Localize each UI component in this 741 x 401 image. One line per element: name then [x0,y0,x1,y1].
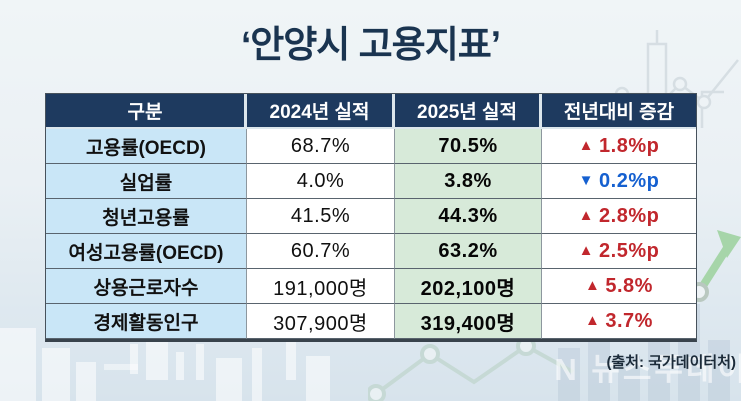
change-text: 0.2%p [599,169,660,192]
source-caption: (출처: 국가데이터처) [606,354,736,371]
column-header-category: 구분 [46,94,247,129]
triangle-up-icon: ▲ [585,276,601,294]
column-header-2024: 2024년 실적 [247,94,395,129]
change-value: ▼ 0.2%p [542,164,696,199]
row-label: 청년고용률 [46,199,247,234]
broadcaster-watermark: N 뉴스투데이 [554,352,741,387]
triangle-up-icon: ▲ [578,136,595,154]
change-text: 2.5%p [599,239,660,262]
row-label: 여성고용률(OECD) [46,234,247,269]
value-2025: 70.5% [395,129,542,164]
triangle-up-icon: ▲ [585,311,601,329]
employment-indicators-table: 구분 2024년 실적 2025년 실적 전년대비 증감 고용률(OECD) 6… [45,93,697,342]
value-2025: 319,400명 [395,304,542,339]
change-value: ▲ 2.8%p [542,199,696,234]
row-label: 경제활동인구 [46,304,247,339]
row-label: 고용률(OECD) [46,129,247,164]
page-title: ‘안양시 고용지표’ [240,24,501,65]
change-value: ▲ 5.8% [542,269,696,304]
value-2024: 307,900명 [247,304,395,339]
value-2024: 4.0% [247,164,395,199]
change-text: 5.8% [605,274,653,297]
value-2025: 44.3% [395,199,542,234]
value-2025: 3.8% [395,164,542,199]
triangle-down-icon: ▼ [578,171,595,189]
row-label: 상용근로자수 [46,269,247,304]
value-2024: 60.7% [247,234,395,269]
value-2024: 68.7% [247,129,395,164]
change-text: 2.8%p [599,204,660,227]
column-header-2025: 2025년 실적 [395,94,542,129]
triangle-up-icon: ▲ [578,206,595,224]
triangle-up-icon: ▲ [578,241,595,259]
value-2025: 63.2% [395,234,542,269]
row-label: 실업률 [46,164,247,199]
column-header-change: 전년대비 증감 [542,94,696,129]
change-value: ▲ 2.5%p [542,234,696,269]
change-value: ▲ 1.8%p [542,129,696,164]
value-2024: 191,000명 [247,269,395,304]
change-text: 3.7% [605,309,653,332]
value-2024: 41.5% [247,199,395,234]
value-2025: 202,100명 [395,269,542,304]
change-text: 1.8%p [599,134,660,157]
change-value: ▲ 3.7% [542,304,696,339]
